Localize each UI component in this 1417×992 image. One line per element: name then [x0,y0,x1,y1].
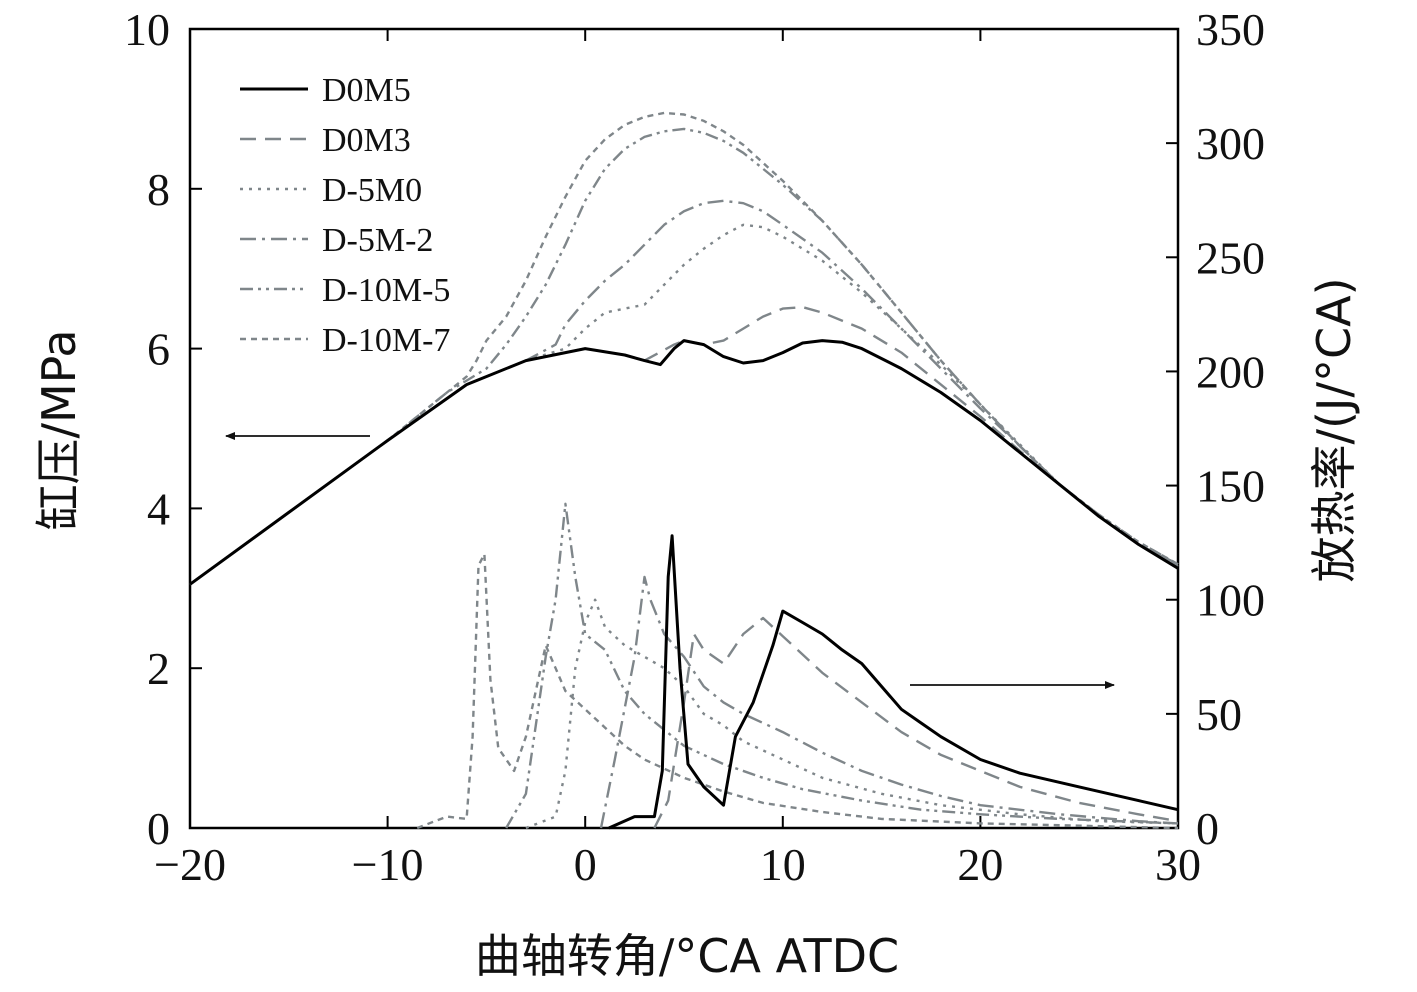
legend-label: D0M5 [322,72,411,109]
y-left-tick-label: 2 [147,643,170,694]
heat-release-line-d-5m-2 [599,575,1179,829]
x-tick-label: −10 [352,839,424,890]
x-tick-label: 10 [760,839,806,890]
y-right-tick-label: 200 [1196,346,1265,397]
y-left-tick-label: 0 [147,803,170,854]
y-left-axis-title: 缸压/MPa [32,329,86,530]
annotation-arrows [225,432,1115,689]
x-axis-title: 曲轴转角/°CA ATDC [475,929,899,983]
y-left-tick-label: 8 [147,164,170,215]
y-right-tick-label: 100 [1196,575,1265,626]
y-left-tick-label: 6 [147,324,170,375]
pressure-line-d-5m-2 [189,199,1179,586]
heat-release-curves [416,502,1179,830]
legend: D0M5 D0M3 D-5M0 D-5M-2 D-10M-5 D-10M-7 [240,72,450,359]
axis-ticks: −20 −10 0 10 20 30024681005010015020025030035… [124,4,1265,890]
y-left-tick-label: 10 [124,4,170,55]
y-right-tick-label: 250 [1196,232,1265,283]
plot-area-frame [188,27,1180,830]
y-right-tick-label: 50 [1196,689,1242,740]
pressure-line-d-10m-5 [189,127,1179,586]
y-right-tick-label: 300 [1196,118,1265,169]
pressure-line-d-10m-7 [189,111,1179,586]
legend-label: D-5M0 [322,172,422,209]
y-right-axis-title: 放热率/(J/°CA) [1307,277,1361,582]
legend-label: D-10M-7 [322,322,450,359]
pressure-line-d0m5 [189,339,1179,586]
x-tick-label: 20 [957,839,1003,890]
legend-label: D-10M-5 [322,272,450,309]
heat-release-line-d0m5 [608,534,1179,830]
heat-release-line-d-10m-7 [416,552,1179,830]
y-right-tick-label: 150 [1196,461,1265,512]
x-tick-label: 30 [1155,839,1201,890]
x-tick-label: 0 [574,839,597,890]
x-tick-label: −20 [154,839,226,890]
heat-release-line-d0m3 [653,616,1179,829]
y-right-tick-label: 350 [1196,4,1265,55]
legend-label: D0M3 [322,122,411,159]
y-left-tick-label: 4 [147,483,170,534]
legend-label: D-5M-2 [322,222,433,259]
pressure-curves [189,111,1179,586]
heat-release-line-d-10m-5 [505,502,1179,829]
y-right-tick-label: 0 [1196,803,1219,854]
